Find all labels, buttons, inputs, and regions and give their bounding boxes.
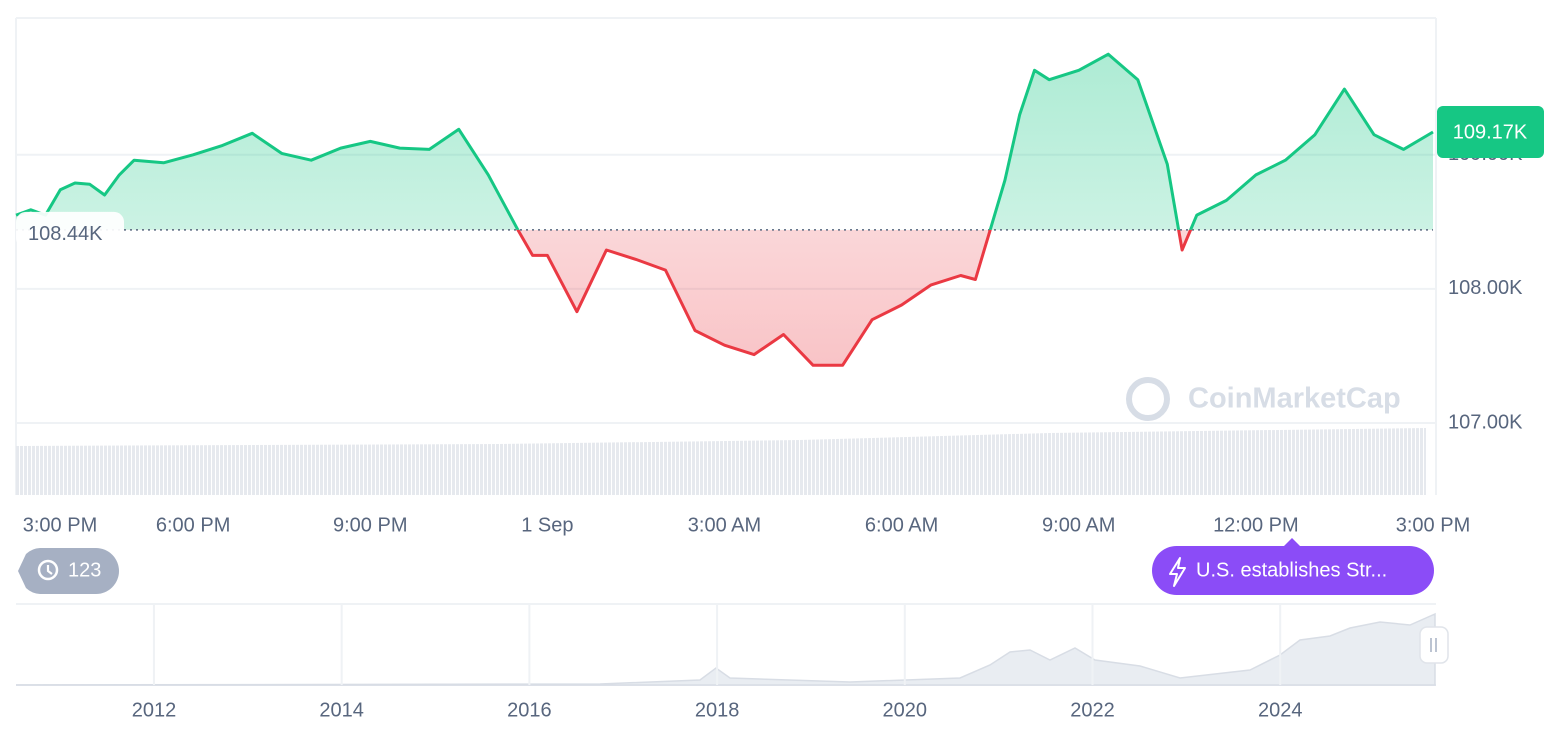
navigator-year-label: 2022 [1070, 699, 1115, 721]
area-below [517, 229, 1191, 366]
navigator-year-label: 2012 [132, 699, 177, 721]
navigator-year-label: 2018 [695, 699, 740, 721]
price-tag [1437, 105, 1544, 158]
baseline-label-bg [16, 211, 124, 248]
event-pill[interactable]: U.S. establishes Str... [1152, 538, 1434, 595]
navigator-area [15, 612, 1436, 686]
area-above [16, 54, 1433, 230]
price-line-down [516, 229, 1193, 367]
x-tick-label: 6:00 AM [865, 514, 938, 536]
y-tick-label: 107.00K [1448, 411, 1523, 433]
watermark: CoinMarketCap [1126, 377, 1401, 421]
price-line-up [15, 52, 1434, 230]
history-count: 123 [68, 559, 101, 581]
navigator-year-label: 2020 [883, 699, 928, 721]
x-tick-label: 3:00 PM [1396, 514, 1470, 536]
x-tick-label: 6:00 PM [156, 514, 230, 536]
watermark-text: CoinMarketCap [1188, 383, 1401, 415]
x-tick-label: 1 Sep [521, 514, 573, 536]
y-tick-label: 108.00K [1448, 277, 1523, 299]
x-tick-label: 3:00 AM [688, 514, 761, 536]
price-tag-label: 109.17K [1453, 121, 1528, 143]
x-tick-label: 12:00 PM [1213, 514, 1299, 536]
baseline-label: 108.44K [28, 223, 103, 245]
volume-area [16, 428, 1426, 495]
navigator-bg [16, 604, 1436, 686]
history-badge[interactable]: 123 [18, 548, 120, 594]
navigator-year-label: 2024 [1258, 699, 1303, 721]
x-tick-label: 9:00 PM [333, 514, 407, 536]
event-text: U.S. establishes Str... [1196, 559, 1387, 581]
navigator-year-label: 2016 [507, 699, 552, 721]
navigator-year-label: 2014 [319, 699, 364, 721]
navigator-handle[interactable] [1419, 626, 1449, 664]
x-tick-label: 9:00 AM [1042, 514, 1115, 536]
x-tick-label: 3:00 PM [23, 514, 97, 536]
